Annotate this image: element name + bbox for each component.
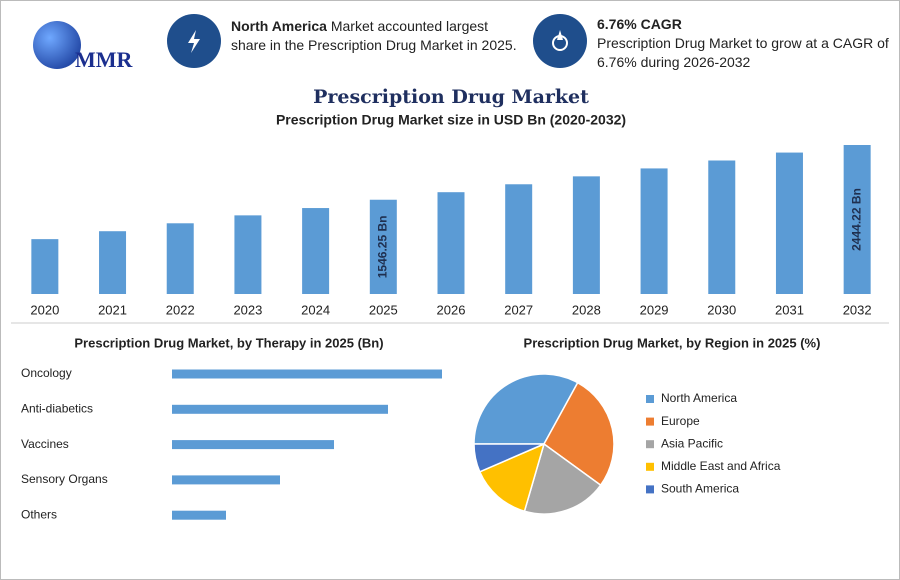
stat-icon (167, 14, 221, 68)
pie-slice (523, 442, 602, 515)
data-label: 2444.22 Bn (849, 188, 863, 251)
icon (552, 30, 568, 51)
legend-label: Asia Pacific (661, 436, 723, 450)
legend-label: Europe (661, 414, 700, 428)
x-tick-label: 2020 (30, 302, 59, 317)
bar (505, 184, 533, 294)
y-tick-label: Sensory Organs (21, 472, 108, 486)
icon (188, 30, 200, 53)
bar (172, 369, 442, 379)
bar (166, 223, 194, 294)
legend-swatch (646, 395, 654, 403)
chart-title: Prescription Drug Market, by Therapy in … (74, 335, 383, 350)
chart-title: Prescription Drug Market, by Region in 2… (524, 335, 821, 350)
bar (640, 168, 668, 294)
stat-text: Market accounted largest share in the Pr… (231, 18, 517, 53)
y-tick-label: Anti-diabetics (21, 401, 93, 415)
pie-slice (473, 373, 579, 445)
bar (843, 145, 871, 294)
bar (99, 231, 127, 294)
y-tick-label: Others (21, 507, 57, 521)
logo: MMR (23, 19, 133, 75)
stat-text: Prescription Drug Market to grow at a CA… (597, 35, 889, 70)
stat-heading: North America (231, 18, 327, 34)
bar (172, 404, 388, 414)
legend-label: Middle East and Africa (661, 459, 781, 473)
bar (172, 475, 280, 485)
stat-icon (533, 14, 587, 68)
bar (31, 239, 59, 294)
x-tick-label: 2027 (504, 302, 533, 317)
pie-slice (473, 443, 545, 473)
legend-swatch (646, 485, 654, 494)
stat-heading: 6.76% CAGR (597, 16, 682, 32)
x-tick-label: 2029 (640, 302, 669, 317)
x-tick-label: 2032 (843, 302, 872, 317)
data-label: 1546.25 Bn (375, 216, 389, 279)
logo-globe (33, 21, 81, 69)
legend-label: North America (661, 391, 737, 405)
page-title: Prescription Drug Market (313, 86, 589, 108)
bar (708, 160, 736, 294)
y-tick-label: Oncology (21, 366, 72, 380)
pie-slice (543, 381, 615, 487)
pie-slice (478, 442, 546, 513)
stat-box: 6.76% CAGR Prescription Drug Market to g… (597, 15, 893, 72)
bar (234, 215, 262, 294)
bar (572, 176, 600, 294)
bar (172, 510, 226, 520)
stat-box: North America Market accounted largest s… (231, 17, 521, 55)
legend-swatch (646, 462, 654, 471)
x-tick-label: 2024 (301, 302, 330, 317)
legend-label: South America (661, 482, 739, 496)
x-tick-label: 2021 (98, 302, 127, 317)
x-tick-label: 2026 (437, 302, 466, 317)
bar (302, 208, 330, 294)
legend-swatch (646, 440, 654, 449)
bar (437, 192, 465, 294)
bar (172, 440, 334, 450)
chart-title: Prescription Drug Market size in USD Bn … (276, 112, 626, 128)
legend-swatch (646, 417, 654, 426)
logo-text: MMR (75, 47, 133, 72)
bar (369, 199, 397, 294)
x-tick-label: 2030 (707, 302, 736, 317)
x-tick-label: 2023 (233, 302, 262, 317)
x-tick-label: 2022 (166, 302, 195, 317)
x-tick-label: 2025 (369, 302, 398, 317)
x-tick-label: 2031 (775, 302, 804, 317)
x-tick-label: 2028 (572, 302, 601, 317)
bar (775, 152, 803, 294)
y-tick-label: Vaccines (21, 437, 69, 451)
